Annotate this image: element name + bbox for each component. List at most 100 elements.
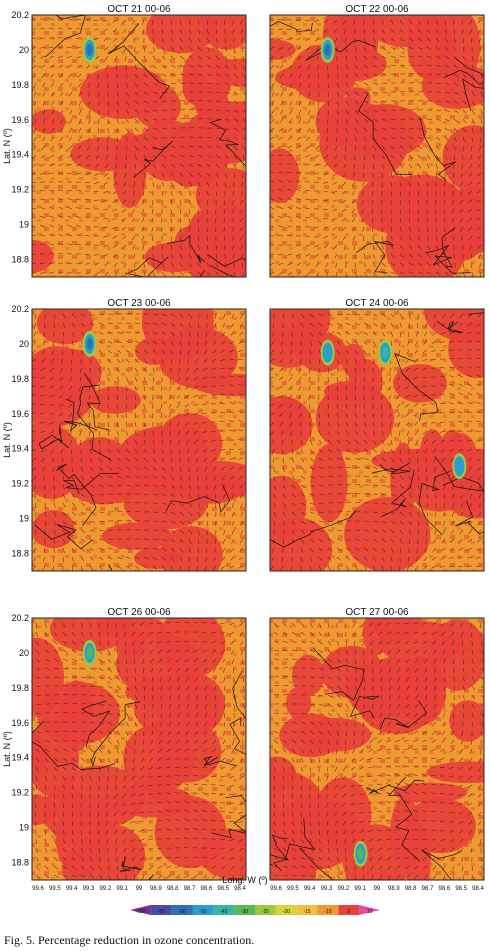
boundary-lines [270,647,461,880]
x-tick-label: 98.8 [167,886,179,892]
hotspot-core [357,847,364,860]
hotspot-core [86,43,93,56]
x-tick-label: 99.3 [83,886,95,892]
panel-title: OCT 26 00-06 [107,607,171,618]
y-tick-label: 19 [19,823,29,833]
colorbar-tick-label: 10 [367,909,373,915]
y-tick-label: 19.8 [11,374,29,384]
y-tick-label: 19.4 [11,753,29,763]
colorbar-tick-label: -10 [324,909,331,915]
x-tick-label: 99.5 [287,886,299,892]
x-tick-label: 98.4 [234,886,246,892]
hotspot-core [382,346,389,359]
y-tick-label: 19.6 [11,115,29,125]
y-axis-label: Lat. N (º) [2,422,12,458]
panel-frame [269,617,485,881]
x-tick-label: 98.7 [422,886,434,892]
colorbar-swatch [275,905,297,915]
x-tick-label: 98.5 [217,886,229,892]
colorbar-swatch [317,905,339,915]
panel-frame [269,308,485,572]
x-tick-label: 98.6 [438,886,450,892]
x-tick-label: 99.4 [66,886,78,892]
y-tick-label: 20.2 [11,613,29,623]
x-tick-label: 99.5 [49,886,61,892]
x-tick-label: 99.6 [270,886,282,892]
panel-frame [31,617,247,881]
colorbar-tick-label: -15 [303,909,310,915]
panel-title: OCT 24 00-06 [345,298,409,309]
colorbar-swatch [171,905,193,915]
colorbar-swatch [234,905,255,915]
x-axis-label: Long. W (º) [222,875,267,885]
x-tick-label: 98.6 [200,886,212,892]
hotspot-core [86,646,93,659]
panel-frame [269,14,485,278]
boundary-lines [32,670,246,880]
panel-title: OCT 23 00-06 [107,298,171,309]
colorbar-tick-label: -80 [158,909,165,915]
colorbar-swatch [359,905,380,915]
y-tick-label: 19.8 [11,80,29,90]
colorbar-swatch [255,905,276,915]
map-panel: OCT 21 00-06 20.2 20 19.8 19.6 19.4 19.2 19 18.8… [2,4,247,278]
y-tick-label: 20 [19,648,29,658]
x-tick-label: 99.3 [321,886,333,892]
x-tick-label: 99.1 [116,886,128,892]
y-tick-label: 19.2 [11,788,29,798]
y-axis-label: Lat. N (º) [2,731,12,767]
hotspot-core [324,346,331,359]
wind-vectors [273,622,484,880]
colorbar-tick-label: -60 [178,909,185,915]
colorbar-tick-label: -100 [135,909,145,915]
y-tick-label: 18.8 [11,255,29,265]
x-tick-label: 99.1 [354,886,366,892]
y-tick-label: 19.4 [11,150,29,160]
colorbar-swatch [296,905,318,915]
panel-title: OCT 21 00-06 [107,4,171,15]
colorbar-tick-label: -40 [220,909,227,915]
colorbar-swatch [213,905,235,915]
colorbar-swatch [338,905,360,915]
boundary-lines [270,312,484,548]
y-tick-label: 20 [19,339,29,349]
colorbar-tick-label: -50 [199,909,206,915]
x-tick-label: 99.4 [304,886,316,892]
y-tick-label: 19.2 [11,479,29,489]
x-tick-label: 98.5 [455,886,467,892]
x-tick-label: 98.9 [388,886,400,892]
boundary-lines [34,373,231,571]
colorbar-tick-label: 0 [347,909,350,915]
x-tick-label: 99.6 [32,886,44,892]
boundary-lines [44,15,246,277]
hotspot-core [456,460,463,473]
map-panel: OCT 22 00-06 [269,4,485,278]
y-tick-label: 18.8 [11,549,29,559]
panel-frame [31,308,247,572]
y-tick-label: 18.8 [11,858,29,868]
y-tick-label: 19 [19,514,29,524]
y-tick-label: 19.4 [11,444,29,454]
x-tick-label: 98.7 [184,886,196,892]
panel-title: OCT 22 00-06 [345,4,409,15]
panel-frame [31,14,247,278]
y-tick-label: 19.2 [11,185,29,195]
y-tick-label: 20 [19,45,29,55]
y-tick-label: 19 [19,220,29,230]
colorbar-tick-label: -25 [262,909,269,915]
x-tick-label: 99 [374,886,381,892]
map-panel: OCT 23 00-06 20.2 20 19.8 19.6 19.4 19.2 19 18.8… [2,298,247,572]
y-tick-label: 19.8 [11,683,29,693]
x-tick-label: 99.2 [99,886,111,892]
y-tick-label: 20.2 [11,304,29,314]
colorbar-swatch [130,905,151,915]
wind-vectors [32,313,244,571]
map-panel: OCT 24 00-06 [269,298,485,572]
map-panel: OCT 27 00-06 [269,607,485,881]
y-tick-label: 19.6 [11,409,29,419]
x-tick-label: 98.9 [150,886,162,892]
colorbar-swatch [150,905,172,915]
map-panel: OCT 26 00-06 20.2 20 19.8 19.6 19.4 19.2 19 18.8… [2,607,247,881]
y-axis-label: Lat. N (º) [2,128,12,164]
